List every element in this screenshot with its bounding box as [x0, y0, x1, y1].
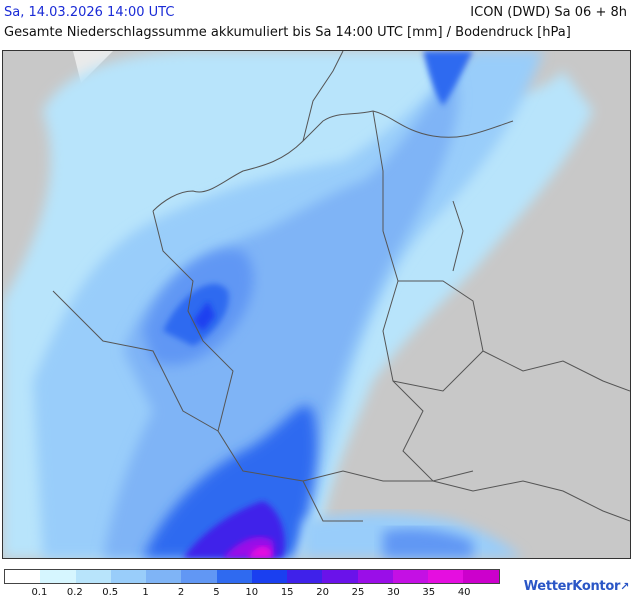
precipitation-map[interactable] — [2, 50, 631, 559]
legend-swatch — [357, 570, 393, 583]
timestamp: Sa, 14.03.2026 14:00 UTC — [4, 5, 175, 20]
header: Sa, 14.03.2026 14:00 UTC ICON (DWD) Sa 0… — [0, 0, 633, 50]
color-legend: 0.1 0.2 0.5 1 2 5 10 15 20 25 30 35 40 — [4, 569, 500, 599]
model-run-label: ICON (DWD) Sa 06 + 8h — [470, 5, 627, 20]
logo-text: WetterKontor — [523, 579, 621, 594]
legend-tick-label: 20 — [316, 587, 329, 598]
legend-swatch — [40, 570, 76, 583]
legend-tick-label: 10 — [245, 587, 259, 598]
legend-swatch — [251, 570, 287, 583]
legend-tick-label: 2 — [177, 587, 185, 598]
legend-swatch — [75, 570, 111, 583]
legend-swatch — [181, 570, 217, 583]
wetterkontor-logo[interactable]: WetterKontor↗ — [523, 579, 630, 594]
legend-swatch — [5, 570, 41, 583]
logo-mark-icon: ↗ — [620, 580, 629, 593]
legend-color-bar — [4, 569, 500, 584]
legend-tick-label: 25 — [351, 587, 365, 598]
legend-swatch — [110, 570, 146, 583]
legend-swatch — [146, 570, 182, 583]
map-canvas — [3, 51, 630, 558]
legend-swatch — [287, 570, 323, 583]
legend-tick-label: 0.1 — [31, 587, 48, 598]
legend-tick-label: 15 — [280, 587, 294, 598]
country-borders — [52, 51, 630, 522]
map-subtitle: Gesamte Niederschlagssumme akkumuliert b… — [4, 25, 571, 40]
legend-swatch — [463, 570, 499, 583]
legend-swatch — [216, 570, 252, 583]
legend-swatch — [428, 570, 464, 583]
legend-swatch — [392, 570, 428, 583]
legend-tick-label: 35 — [422, 587, 436, 598]
legend-tick-label: 0.2 — [66, 587, 83, 598]
legend-tick-label: 0.5 — [102, 587, 119, 598]
legend-tick-label: 1 — [142, 587, 149, 598]
legend-tick-label: 40 — [457, 587, 471, 598]
legend-tick-label: 5 — [213, 587, 220, 598]
legend-swatch — [322, 570, 358, 583]
legend-tick-label: 30 — [387, 587, 400, 598]
precip-field — [3, 51, 593, 558]
